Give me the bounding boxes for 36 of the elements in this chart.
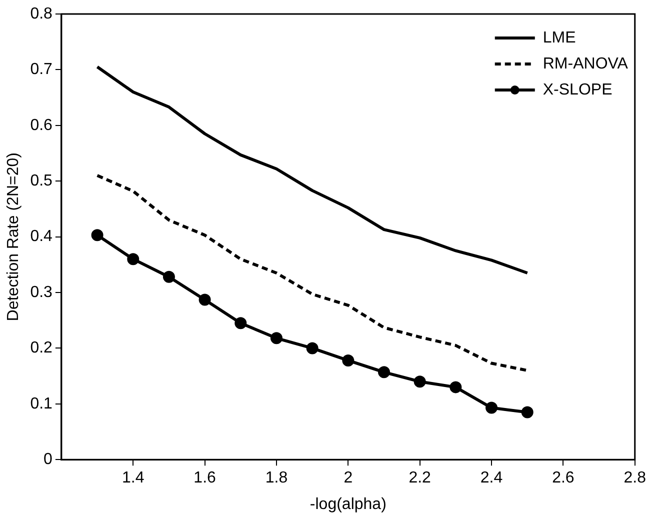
line-series xyxy=(96,174,529,372)
point xyxy=(198,294,211,306)
legend-label: X-SLOPE xyxy=(542,81,612,98)
point xyxy=(414,376,426,388)
legend-label: RM-ANOVA xyxy=(542,55,628,72)
x-tick-label: 1.6 xyxy=(194,470,216,487)
y-tick-label: 0.6 xyxy=(30,116,53,134)
y-tick-label: 0.5 xyxy=(30,172,53,190)
y-tick-label: 0.3 xyxy=(30,284,53,301)
x-tick-label: 1.8 xyxy=(265,470,288,487)
x-tick-label: 2 xyxy=(344,470,353,487)
point xyxy=(378,366,390,378)
x-tick-label: 2.6 xyxy=(552,470,574,487)
point xyxy=(306,342,318,354)
y-tick-label: 0.7 xyxy=(30,61,53,78)
point xyxy=(91,229,104,242)
point xyxy=(450,381,462,394)
y-tick-label: 0.8 xyxy=(30,5,53,22)
point xyxy=(234,317,247,330)
legend-label: LME xyxy=(542,29,576,46)
x-axis-title: -log(alpha) xyxy=(310,496,386,513)
y-tick-label: 0.1 xyxy=(30,395,53,412)
x-tick-label: 2.2 xyxy=(408,470,432,487)
point xyxy=(486,402,498,414)
point xyxy=(162,270,175,283)
y-tick-label: 0 xyxy=(44,451,53,468)
x-tick-label: 1.4 xyxy=(122,470,144,487)
point xyxy=(270,332,282,344)
x-tick-label: 2.8 xyxy=(624,470,646,487)
y-tick-label: 0.4 xyxy=(30,228,53,246)
point xyxy=(127,253,140,266)
y-axis-title: Detection Rate (2N=20) xyxy=(5,152,22,322)
point xyxy=(521,406,534,418)
point xyxy=(342,354,354,366)
x-tick-label: 2.4 xyxy=(480,470,503,487)
y-tick-label: 0.2 xyxy=(30,340,53,357)
